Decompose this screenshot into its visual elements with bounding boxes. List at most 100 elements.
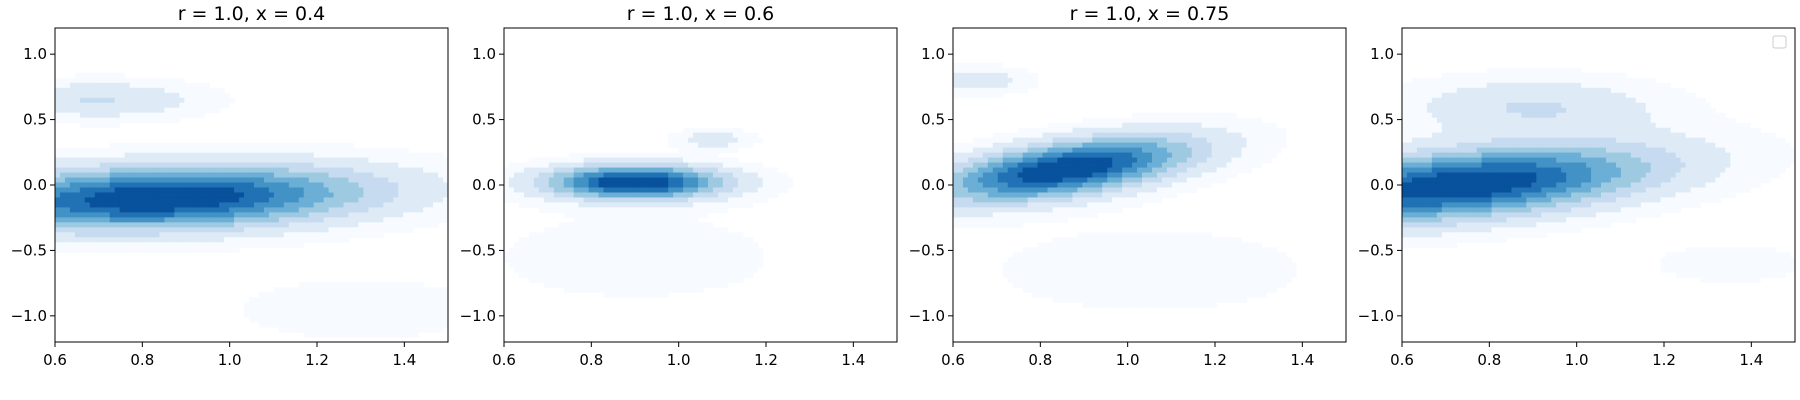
contour-cell (413, 222, 419, 228)
contour-cell (1176, 187, 1183, 194)
contour-cell (353, 232, 360, 238)
contour-cell (288, 217, 295, 223)
contour-cell (393, 177, 399, 184)
contour-cell (558, 247, 565, 253)
contour-cell (234, 227, 240, 233)
contour-cell (1216, 147, 1223, 154)
contour-cell (249, 232, 255, 238)
contour-cell (1012, 152, 1019, 159)
contour-cell (1007, 167, 1014, 174)
contour-cell (1057, 137, 1064, 144)
contour-cell (338, 152, 345, 159)
contour-cell (224, 177, 230, 184)
contour-cell (59, 87, 66, 94)
contour-cell (333, 227, 340, 233)
contour-cell (89, 237, 96, 243)
contour-cell (737, 252, 744, 258)
contour-cell (403, 167, 409, 174)
contour-cell (358, 177, 365, 184)
contour-cell (84, 222, 91, 228)
contour-cell (633, 292, 639, 298)
contour-cell (1137, 127, 1143, 134)
contour-cell (663, 252, 669, 258)
contour-cell (1231, 132, 1238, 139)
contour-cell (1142, 157, 1148, 164)
contour-cell (1251, 147, 1258, 154)
contour-cell (174, 242, 180, 248)
contour-cell (204, 187, 210, 194)
contour-cell (992, 152, 999, 159)
contour-cell (633, 207, 639, 214)
contour-cell (962, 162, 969, 169)
contour-cell (1166, 162, 1173, 169)
contour-cell (383, 192, 389, 199)
contour-cell (169, 227, 175, 233)
contour-cell (1082, 152, 1088, 159)
contour-cell (79, 237, 86, 243)
contour-cell (717, 167, 724, 174)
contour-cell (977, 77, 984, 84)
contour-cell (1122, 137, 1128, 144)
contour-cell (423, 287, 429, 293)
contour-cell (678, 227, 684, 233)
contour-cell (388, 217, 394, 223)
contour-cell (1151, 147, 1158, 154)
contour-cell (623, 282, 629, 288)
contour-cell (139, 202, 146, 209)
contour-cell (683, 242, 689, 248)
contour-cell (104, 227, 111, 233)
contour-cell (1102, 152, 1108, 159)
contour-cell (144, 97, 151, 104)
contour-cell (303, 162, 310, 169)
contour-cell (563, 282, 570, 288)
contour-cell (94, 152, 101, 159)
contour-cell (244, 302, 250, 308)
contour-cell (293, 292, 300, 298)
contour-cell (373, 327, 379, 333)
contour-cell (74, 97, 81, 104)
contour-cell (253, 232, 260, 238)
contour-cell (169, 152, 175, 159)
contour-cell (343, 222, 350, 228)
contour-cell (683, 252, 689, 258)
contour-cell (732, 267, 739, 273)
contour-cell (74, 147, 81, 154)
contour-cell (199, 242, 205, 248)
contour-cell (229, 227, 235, 233)
contour-cell (1047, 127, 1054, 134)
contour-cell (413, 312, 419, 318)
contour-cell (119, 232, 126, 238)
contour-cell (1271, 147, 1277, 154)
contour-cell (79, 147, 86, 154)
contour-cell (189, 202, 195, 209)
contour-cell (543, 232, 550, 238)
contour-cell (504, 177, 510, 184)
contour-cell (1186, 117, 1193, 124)
contour-cell (1072, 152, 1078, 159)
contour-cell (104, 97, 111, 104)
contour-cell (688, 192, 694, 199)
contour-cell (653, 177, 659, 184)
contour-cell (1027, 82, 1034, 89)
contour-cell (189, 192, 195, 199)
contour-cell (1037, 142, 1044, 149)
contour-cell (144, 247, 151, 253)
contour-cell (139, 237, 146, 243)
contour-cell (747, 237, 754, 243)
contour-cell (318, 332, 325, 338)
contour-cell (244, 212, 250, 218)
contour-cell (1251, 152, 1258, 159)
contour-cell (1042, 242, 1049, 248)
contour-cell (1221, 117, 1228, 124)
contour-cell (189, 112, 195, 119)
contour-cell (953, 192, 959, 199)
contour-cell (1082, 122, 1088, 129)
contour-cell (732, 167, 739, 174)
contour-cell (518, 162, 525, 169)
contour-cell (1226, 167, 1233, 174)
contour-cell (378, 212, 384, 218)
contour-cell (383, 227, 389, 233)
contour-cell (298, 192, 305, 199)
contour-cell (438, 197, 444, 204)
contour-cell (1002, 142, 1009, 149)
